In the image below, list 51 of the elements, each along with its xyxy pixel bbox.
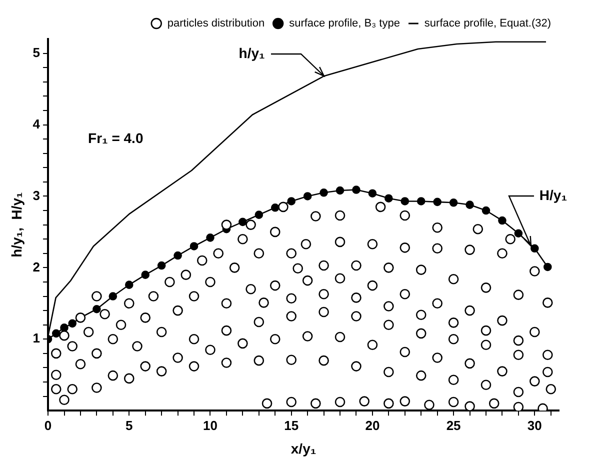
point [157,261,166,270]
point [320,188,328,197]
x-axis-title: x/y₁ [290,440,316,456]
point [124,280,134,289]
y-axis-title: h/y₁, H/y₁ [8,192,24,258]
point [498,216,506,225]
point [92,304,101,314]
point [303,192,312,200]
point [174,251,182,260]
point [206,234,214,242]
point [449,198,458,207]
point [254,210,264,219]
x-tick-label: 5 [126,418,133,433]
point [336,186,344,195]
legend-label: surface profile, B₃ type [289,18,400,30]
y-tick-label: 5 [32,44,40,60]
x-tick-label: 20 [365,418,380,433]
annotation: Fr₁ = 4.0 [88,130,144,146]
point [543,262,552,272]
point [270,204,280,212]
y-tick-label: 1 [32,330,40,346]
point [68,319,77,328]
x-tick-label: 0 [44,418,52,433]
x-tick-label: 15 [284,418,299,433]
point [287,197,296,206]
y-tick-label: 2 [32,259,40,274]
point [466,200,474,209]
point [141,270,150,279]
point [384,194,393,203]
point [530,244,539,253]
point [368,189,377,198]
legend-label: surface profile, Equat.(32) [424,18,552,30]
point [352,186,360,194]
point [60,324,68,332]
x-tick-label: 10 [203,418,218,433]
point [482,206,490,215]
x-tick-label: 25 [446,418,461,433]
point [190,242,198,250]
point [238,218,247,226]
point [514,229,523,238]
y-tick-label: 4 [32,116,41,132]
x-tick-label: 30 [527,418,542,433]
point [433,198,442,206]
point [400,197,410,206]
y-tick-label: 3 [32,188,40,203]
point [108,292,118,300]
point [52,329,60,338]
legend-label: particles distribution [167,18,265,30]
point [416,197,426,206]
annotation: H/y₁ [539,187,568,204]
annotation: h/y₁ [238,45,266,62]
